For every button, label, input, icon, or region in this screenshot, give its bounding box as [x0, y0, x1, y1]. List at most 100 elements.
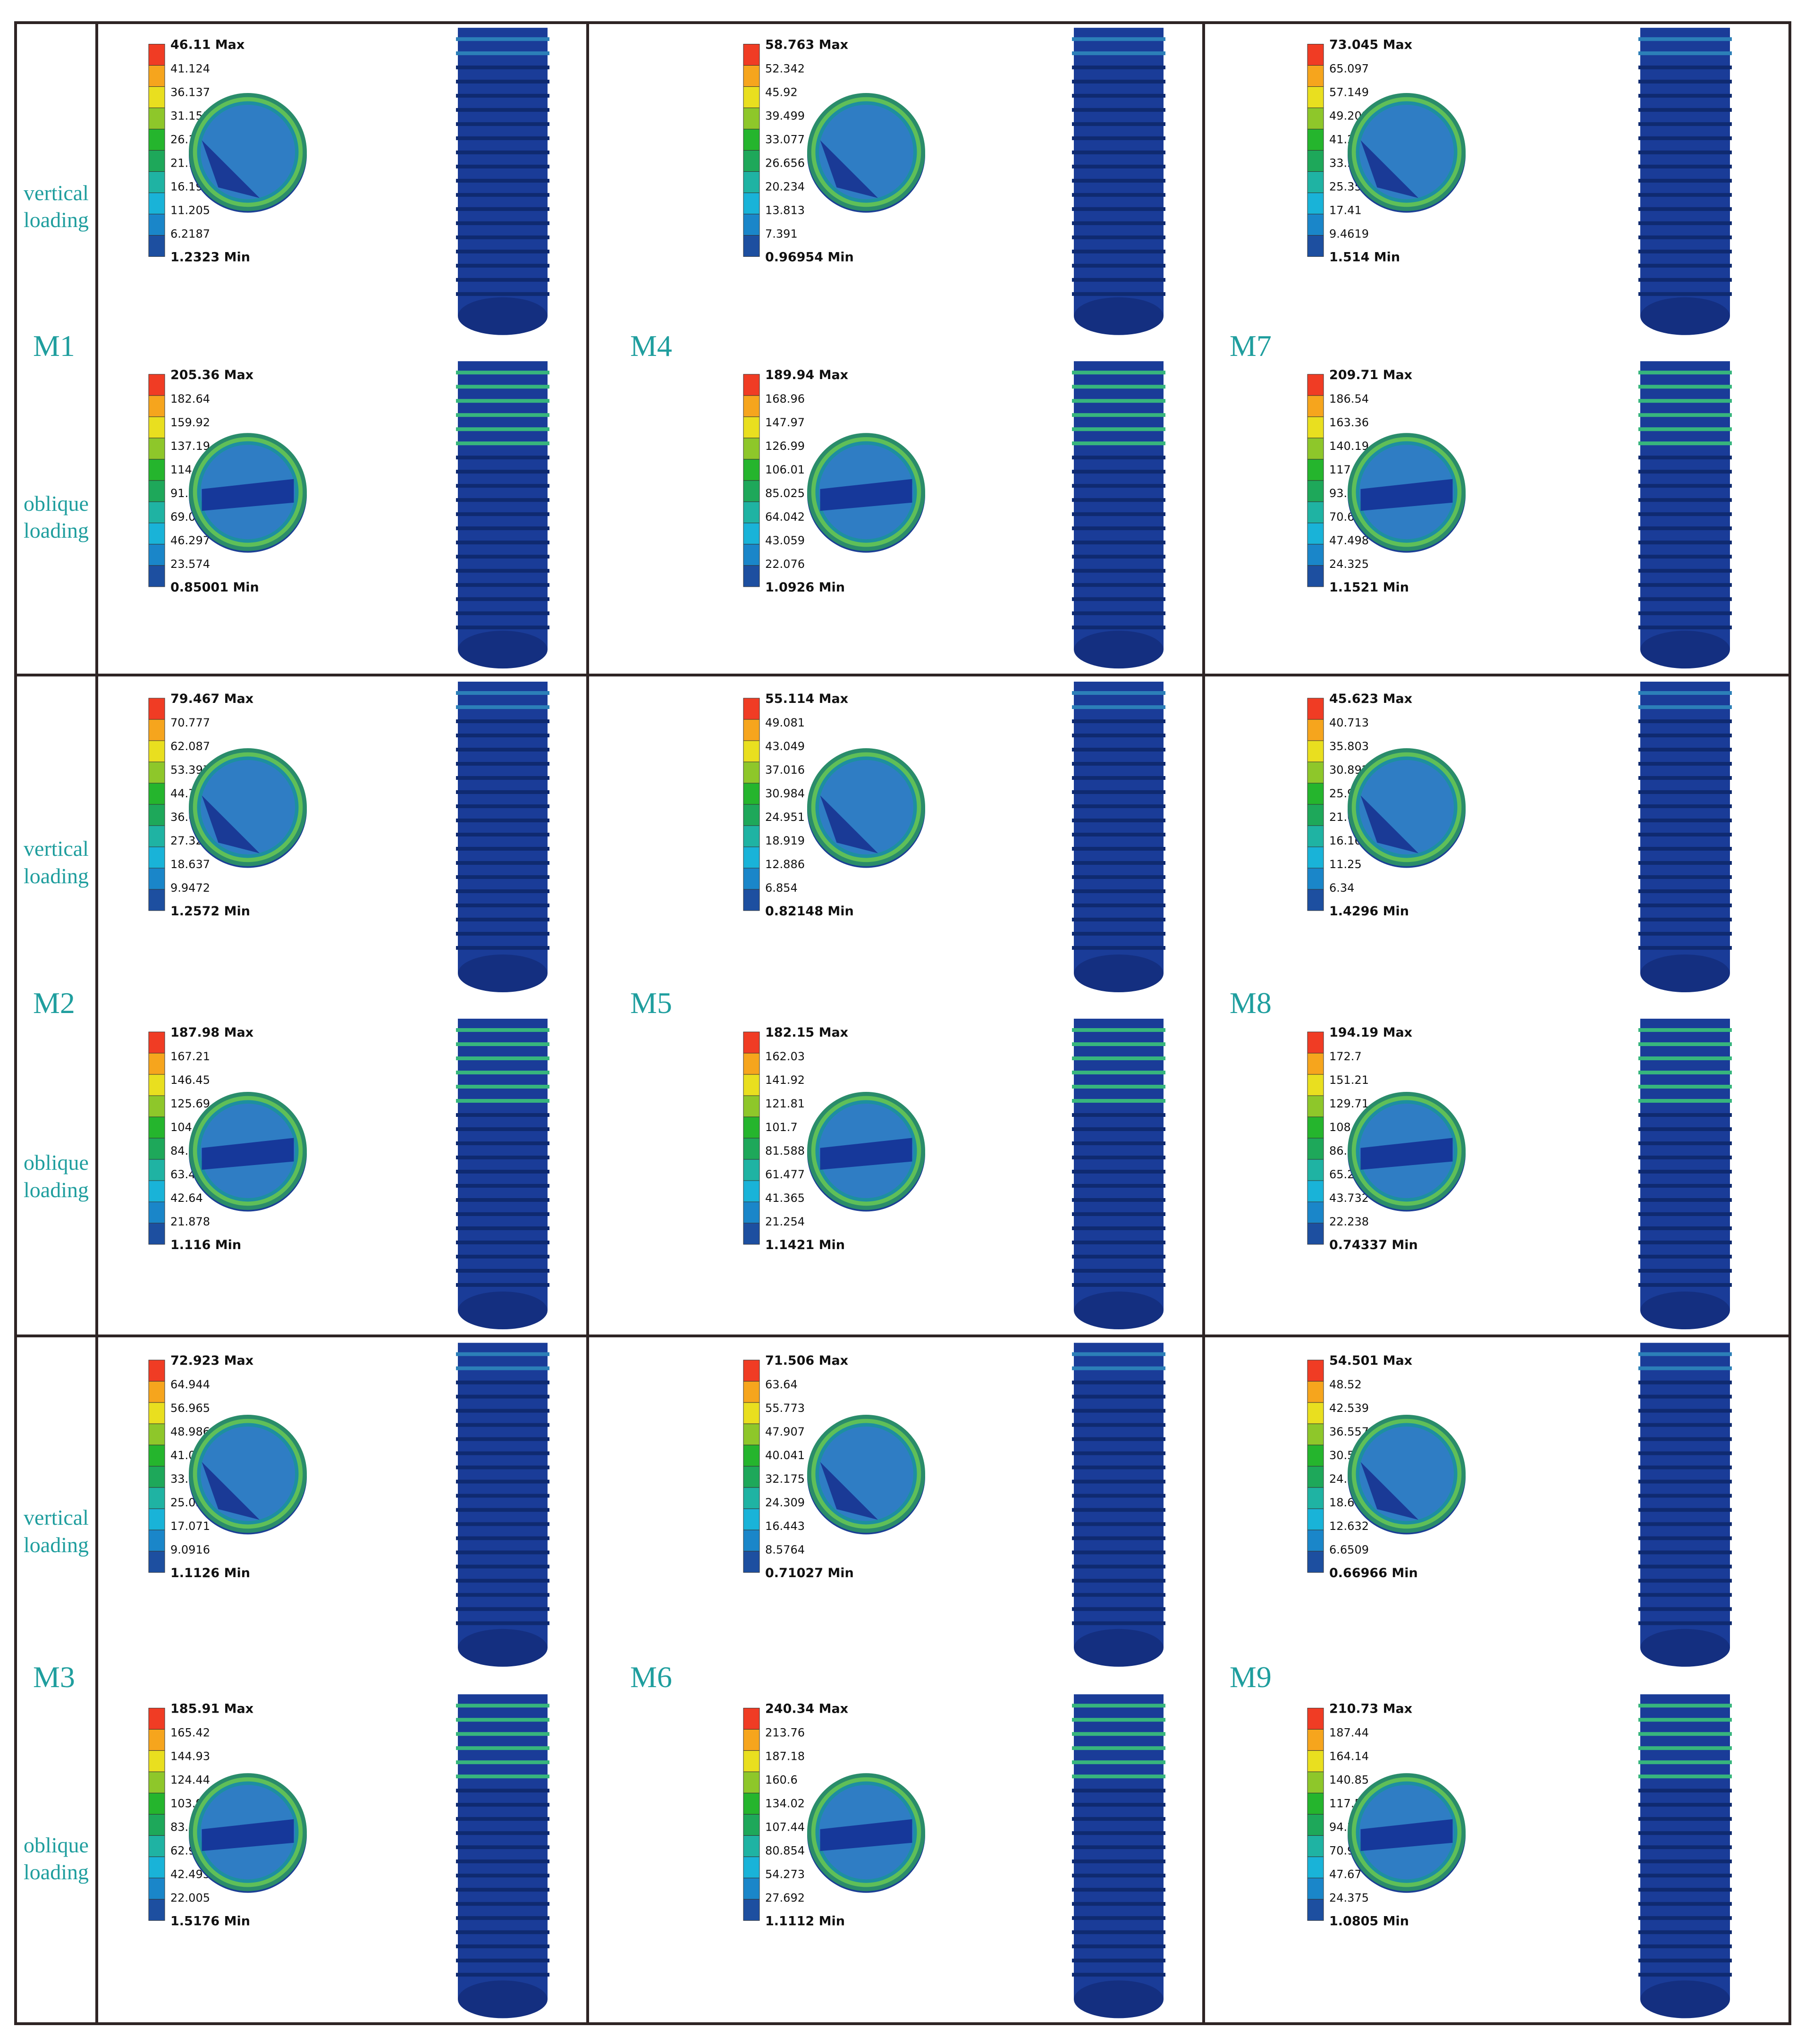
cell-m3-vertical-top-view	[189, 1415, 307, 1535]
legend-tick-label: 8.5764	[765, 1543, 805, 1556]
legend-tick-label: 6.2187	[170, 227, 210, 240]
legend-min-label: 1.2572 Min	[170, 904, 250, 919]
legend-swatch	[1307, 1180, 1324, 1202]
legend-swatch	[1307, 1159, 1324, 1181]
legend-swatch	[1307, 374, 1324, 396]
legend-tick-label: 35.803	[1329, 740, 1369, 753]
legend-swatch	[743, 1360, 760, 1382]
legend-swatch	[148, 1771, 165, 1793]
legend-tick-label: 187.18	[765, 1749, 805, 1763]
legend-max-label: 45.623 Max	[1329, 692, 1412, 706]
legend-swatch	[743, 1444, 760, 1467]
legend-swatch	[1307, 395, 1324, 417]
legend-tick-label: 49.081	[765, 716, 805, 729]
legend-swatch	[1307, 544, 1324, 566]
legend-swatch	[148, 1116, 165, 1139]
legend-swatch	[148, 761, 165, 784]
legend-tick-label: 168.96	[765, 392, 805, 405]
legend-tick-label: 24.309	[765, 1496, 805, 1509]
legend-swatch	[148, 825, 165, 847]
cell-m4: 58.763 Max 52.342 45.92 39.499 33.077 26.656 2…	[743, 27, 1165, 669]
legend-swatch	[743, 501, 760, 524]
legend-swatch	[1307, 171, 1324, 193]
legend-swatch	[1307, 86, 1324, 108]
cell-m5-vertical-implant-view	[1072, 682, 1165, 992]
cell-m5-vertical-legend: 55.114 Max 49.081 43.049 37.016 30.984 24.951…	[743, 692, 854, 919]
legend-swatch	[148, 1444, 165, 1467]
legend-tick-label: 20.234	[765, 180, 805, 193]
cell-m6-vertical-legend: 71.506 Max 63.64 55.773 47.907 40.041 32.175 2…	[743, 1353, 854, 1580]
legend-swatch	[1307, 1423, 1324, 1445]
legend-swatch	[148, 565, 165, 587]
legend-swatch	[743, 128, 760, 151]
legend-min-label: 1.0805 Min	[1329, 1914, 1409, 1928]
legend-tick-label: 121.81	[765, 1097, 805, 1110]
legend-min-label: 0.96954 Min	[765, 250, 854, 264]
legend-swatch	[743, 1116, 760, 1139]
legend-swatch	[148, 1223, 165, 1245]
legend-swatch	[148, 1729, 165, 1751]
legend-swatch	[743, 150, 760, 172]
cell-m1-oblique-implant-view	[456, 361, 549, 669]
legend-max-label: 205.36 Max	[170, 368, 253, 382]
vertical-loading-label-line: loading	[24, 1532, 89, 1557]
legend-tick-label: 64.042	[765, 510, 805, 524]
legend-swatch	[743, 1729, 760, 1751]
legend-swatch	[148, 740, 165, 762]
legend-tick-label: 159.92	[170, 416, 210, 429]
legend-max-label: 73.045 Max	[1329, 37, 1412, 52]
legend-swatch	[743, 1095, 760, 1117]
legend-max-label: 46.11 Max	[170, 37, 245, 52]
legend-tick-label: 9.9472	[170, 881, 210, 895]
legend-tick-label: 162.03	[765, 1050, 805, 1063]
legend-swatch	[743, 889, 760, 911]
legend-swatch	[1307, 761, 1324, 784]
legend-min-label: 0.66966 Min	[1329, 1566, 1418, 1580]
cell-m5-oblique-legend: 182.15 Max 162.03 141.92 121.81 101.7 81.588 6…	[743, 1025, 848, 1252]
legend-tick-label: 186.54	[1329, 392, 1369, 405]
cell-m8: 45.623 Max40.71335.80330.89225.98221.071…	[1307, 682, 1732, 1329]
legend-swatch	[1307, 719, 1324, 741]
legend-swatch	[1307, 1381, 1324, 1403]
cell-m5-oblique-implant-view	[1072, 1019, 1165, 1329]
legend-swatch	[1307, 846, 1324, 869]
legend-max-label: 58.763 Max	[765, 37, 848, 52]
legend-min-label: 1.5176 Min	[170, 1914, 250, 1928]
cell-m8-oblique-implant-view	[1638, 1019, 1732, 1329]
legend-swatch	[1307, 783, 1324, 805]
legend-swatch	[148, 1814, 165, 1836]
legend-tick-label: 106.01	[765, 463, 805, 476]
legend-swatch	[743, 1899, 760, 1921]
legend-max-label: 55.114 Max	[765, 692, 848, 706]
model-label: M5	[630, 986, 672, 1020]
model-label: M3	[33, 1660, 75, 1694]
legend-tick-label: 27.692	[765, 1891, 805, 1904]
legend-tick-label: 81.588	[765, 1144, 805, 1157]
legend-swatch	[1307, 565, 1324, 587]
oblique-loading-label-line: loading	[24, 518, 89, 543]
legend-max-label: 79.467 Max	[170, 692, 253, 706]
cell-m5-oblique-top-view	[807, 1092, 925, 1212]
legend-swatch	[148, 1466, 165, 1488]
legend-swatch	[148, 1201, 165, 1224]
legend-min-label: 0.85001 Min	[170, 580, 259, 595]
legend-swatch	[1307, 1444, 1324, 1467]
legend-swatch	[1307, 1771, 1324, 1793]
legend-swatch	[148, 480, 165, 502]
legend-swatch	[148, 1074, 165, 1096]
cell-m6-oblique-legend: 240.34 Max 213.76 187.18 160.6 134.02 107.44 8…	[743, 1701, 848, 1928]
legend-swatch	[1307, 1223, 1324, 1245]
cell-m2-oblique-top-view	[189, 1092, 307, 1212]
cell-m2-oblique-implant-view	[456, 1019, 549, 1329]
legend-swatch	[1307, 65, 1324, 87]
cell-m4-vertical-legend: 58.763 Max 52.342 45.92 39.499 33.077 26.656 2…	[743, 37, 854, 264]
legend-swatch	[743, 1487, 760, 1509]
legend-tick-label: 7.391	[765, 227, 798, 240]
legend-max-label: 71.506 Max	[765, 1353, 848, 1368]
legend-swatch	[148, 1835, 165, 1857]
legend-tick-label: 144.93	[170, 1749, 210, 1763]
cell-m3: 72.923 Max64.94456.96548.98641.00733.028…	[148, 1343, 549, 2019]
legend-max-label: 54.501 Max	[1329, 1353, 1412, 1368]
legend-swatch	[1307, 1529, 1324, 1552]
legend-swatch	[743, 565, 760, 587]
